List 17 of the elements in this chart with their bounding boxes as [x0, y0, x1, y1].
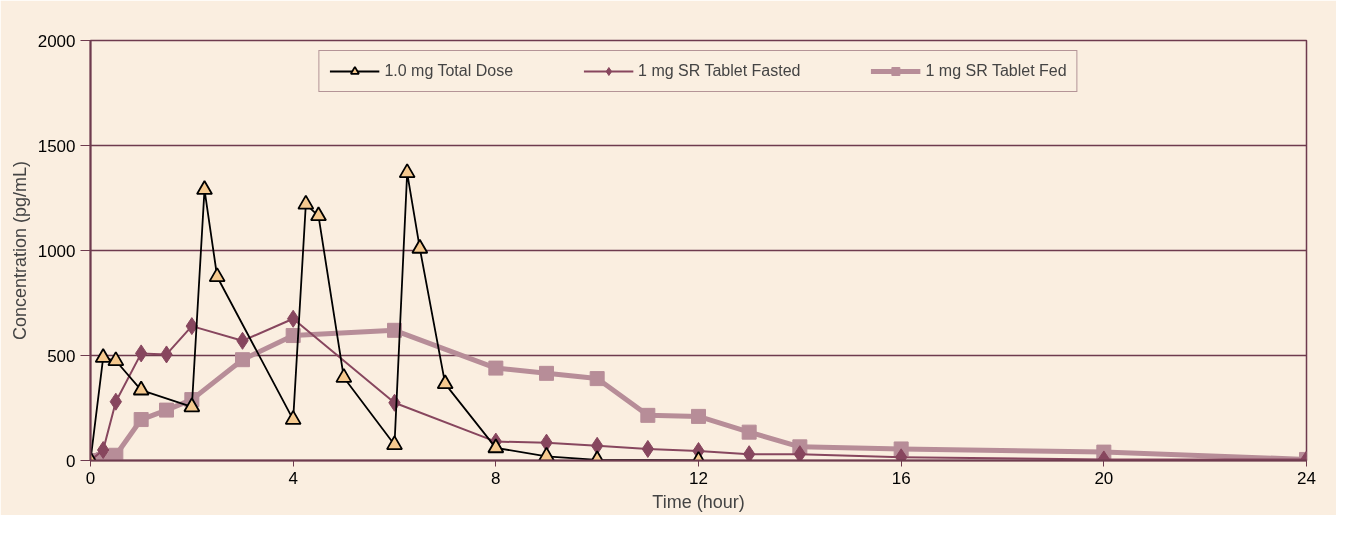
y-tick-label: 1000 — [37, 241, 76, 261]
y-tick-label: 1500 — [37, 136, 76, 156]
y-tick-label: 0 — [66, 451, 76, 471]
legend-label: 1.0 mg Total Dose — [384, 62, 514, 80]
x-axis-title: Time (hour) — [652, 491, 745, 512]
legend-label: 1 mg SR Tablet Fed — [925, 62, 1067, 80]
x-tick-label: 16 — [891, 468, 911, 488]
y-tick-label: 2000 — [37, 31, 76, 51]
y-tick-label: 500 — [47, 346, 76, 366]
y-axis-title: Concentration (pg/mL) — [9, 160, 30, 341]
x-tick-label: 24 — [1297, 468, 1316, 488]
x-tick-label: 20 — [1094, 468, 1114, 488]
x-tick-label: 0 — [85, 468, 96, 488]
x-tick-label: 12 — [689, 468, 708, 488]
x-tick-label: 8 — [491, 468, 501, 488]
x-tick-label: 4 — [288, 468, 298, 488]
legend-label: 1 mg SR Tablet Fasted — [638, 62, 801, 80]
